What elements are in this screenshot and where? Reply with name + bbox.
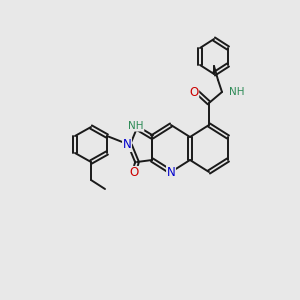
- Text: NH: NH: [229, 87, 244, 97]
- Text: N: N: [123, 139, 131, 152]
- Text: NH: NH: [128, 121, 144, 131]
- Text: O: O: [129, 167, 139, 179]
- Text: O: O: [189, 85, 199, 98]
- Text: N: N: [167, 166, 176, 178]
